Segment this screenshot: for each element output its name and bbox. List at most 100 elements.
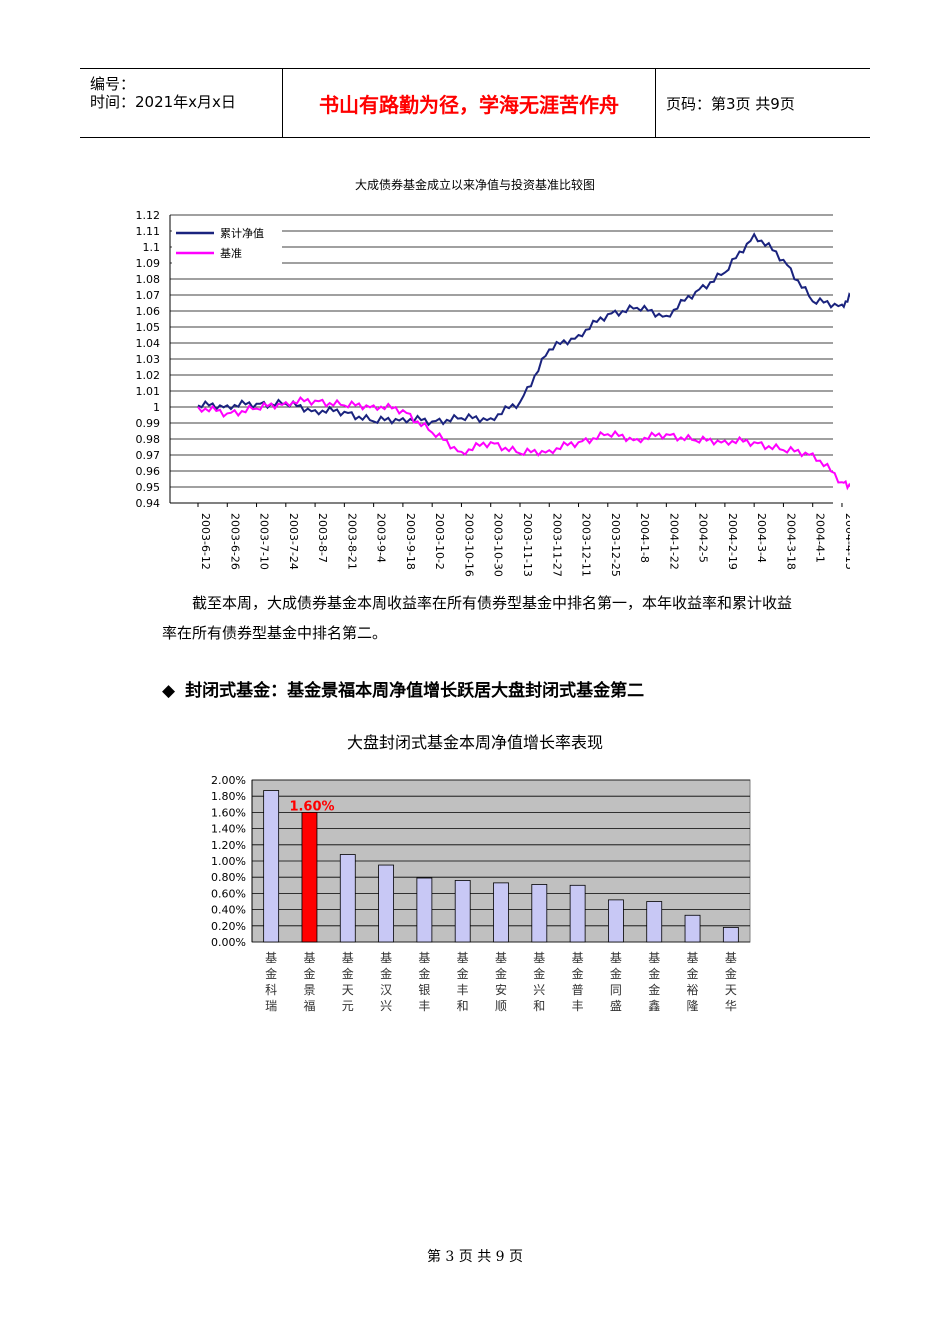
category-label-char: 瑞: [265, 999, 277, 1013]
x-tick-label: 2003-7-24: [287, 513, 300, 570]
x-tick-label: 2004-2-5: [697, 513, 710, 563]
y-tick-label: 1.06: [136, 305, 161, 318]
category-label-char: 兴: [533, 983, 545, 997]
category-label-char: 和: [457, 999, 469, 1013]
category-label-char: 基: [725, 951, 737, 965]
y-tick-label: 1.00%: [211, 855, 246, 868]
y-tick-label: 0.94: [136, 497, 161, 510]
y-tick-label: 0.96: [136, 465, 161, 478]
header-meta: 编号： 时间：2021年x月x日: [80, 69, 283, 137]
page-header: 编号： 时间：2021年x月x日 书山有路勤为径，学海无涯苦作舟 页码：第3页 …: [80, 68, 870, 138]
body-paragraph: 截至本周，大成债券基金本周收益率在所有债券型基金中排名第一，本年收益率和累计收益…: [162, 594, 793, 642]
closed-fund-growth-chart: 2.00% 1.80% 1.60% 1.40% 1.20% 1.00% 0.80% 0.60%…: [211, 774, 751, 1013]
category-label-char: 福: [303, 998, 315, 1013]
nav-vs-benchmark-chart: 1.12 1.11 1.1 1.09 1.08 1.07 1.06 1.05 1.04 1.03 1…: [136, 209, 850, 577]
section-heading: ◆ 封闭式基金：基金景福本周净值增长跃居大盘封闭式基金第二: [162, 676, 644, 701]
category-label-char: 基: [533, 951, 545, 965]
y-tick-label: 1.1: [143, 241, 161, 254]
y-tick-label: 1.20%: [211, 839, 246, 852]
category-label-char: 元: [342, 999, 354, 1013]
x-tick-label: 2003-9-18: [404, 513, 417, 570]
category-label-char: 基: [265, 951, 277, 965]
y-tick-label: 1.08: [136, 273, 161, 286]
category-label-char: 丰: [572, 999, 584, 1013]
y-tick-label: 0.20%: [211, 920, 246, 933]
category-label-char: 和: [533, 999, 545, 1013]
y-tick-label: 1.60%: [211, 806, 246, 819]
y-tick-label: 1: [153, 401, 160, 414]
legend-label: 基准: [220, 247, 242, 260]
page-info: 页码：第3页 共9页: [666, 94, 795, 113]
y-tick-label: 1.12: [136, 209, 161, 222]
category-label-char: 基: [572, 951, 584, 965]
legend-label: 累计净值: [220, 226, 264, 240]
data-label: 1.60%: [289, 799, 334, 814]
category-label-char: 丰: [457, 983, 469, 997]
x-tick-label: 2003-11-27: [550, 513, 563, 577]
benchmark-series-line: [197, 395, 850, 491]
header-motto-cell: 书山有路勤为径，学海无涯苦作舟: [283, 69, 656, 137]
y-tick-label: 1.03: [136, 353, 161, 366]
nav-series-line: [197, 232, 850, 427]
x-tick-label: 2003-12-11: [580, 513, 593, 577]
category-label-char: 金: [687, 966, 699, 981]
category-label-char: 基: [380, 951, 392, 965]
category-label-char: 丰: [418, 999, 430, 1013]
category-label-char: 景: [303, 983, 315, 997]
category-label-char: 金: [457, 966, 469, 981]
y-tick-label: 0.97: [136, 449, 161, 462]
y-tick-label: 1.11: [136, 225, 161, 238]
category-label-char: 盛: [610, 998, 622, 1013]
x-tick-label: 2003-11-13: [521, 513, 534, 577]
motto: 书山有路勤为径，学海无涯苦作舟: [319, 92, 619, 117]
legend-box: [172, 221, 282, 265]
x-tick-label: 2003-8-21: [345, 513, 358, 570]
category-label-char: 安: [495, 982, 507, 997]
chart1-title: 大成债券基金成立以来净值与投资基准比较图: [354, 178, 595, 192]
category-label-char: 华: [725, 999, 737, 1013]
y-tick-label: 1.80%: [211, 790, 246, 803]
x-tick-label: 2003-10-16: [462, 513, 475, 577]
y-tick-label: 0.95: [136, 481, 161, 494]
x-tick-label: 2003-10-2: [433, 513, 446, 570]
y-tick-label: 0.98: [136, 433, 161, 446]
bar: [493, 882, 509, 943]
category-label-char: 基: [418, 951, 430, 965]
category-label-char: 天: [725, 983, 737, 997]
category-label-char: 基: [610, 951, 622, 965]
x-tick-label: 2004-2-19: [726, 513, 739, 570]
x-tick-label: 2003-6-26: [228, 513, 241, 570]
bar: [378, 864, 394, 943]
category-label-char: 金: [648, 982, 660, 997]
bar: [416, 877, 433, 943]
y-tick-label: 2.00%: [211, 774, 246, 787]
bar: [454, 880, 471, 943]
x-tick-label: 2003-6-12: [199, 513, 212, 570]
category-label-char: 裕: [687, 982, 699, 997]
category-label-char: 金: [572, 966, 584, 981]
category-label-char: 金: [303, 966, 315, 981]
bar: [569, 884, 586, 943]
x-tick-label: 2004-1-22: [667, 513, 680, 570]
header-page-cell: 页码：第3页 共9页: [656, 69, 870, 137]
y-tick-label: 0.00%: [211, 936, 246, 949]
y-tick-label: 1.40%: [211, 823, 246, 836]
bar: [722, 927, 739, 943]
category-label-char: 金: [495, 966, 507, 981]
category-label-char: 汉: [380, 983, 392, 997]
bar: [339, 854, 356, 943]
x-tick-label: 2004-4-1: [814, 513, 827, 563]
category-label-char: 金: [342, 966, 354, 981]
category-label-char: 鑫: [648, 998, 660, 1013]
y-tick-label: 1.02: [136, 369, 161, 382]
y-tick-label: 0.60%: [211, 887, 246, 900]
bar: [684, 914, 701, 943]
category-label-char: 基: [303, 951, 315, 965]
y-tick-label: 1.04: [136, 337, 161, 350]
x-tick-label: 2004-3-18: [784, 513, 797, 570]
bar: [263, 790, 280, 943]
category-label-char: 天: [342, 983, 354, 997]
category-label-char: 同: [610, 983, 622, 997]
bar: [646, 901, 663, 943]
category-label-char: 金: [648, 966, 660, 981]
